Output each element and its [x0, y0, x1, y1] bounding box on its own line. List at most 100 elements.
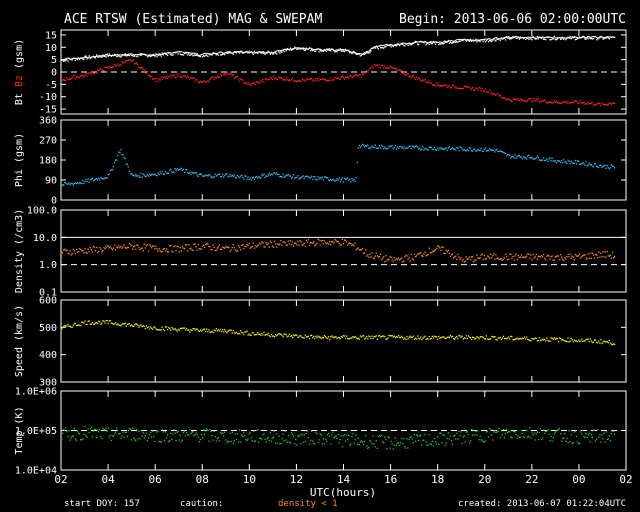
data-point: [521, 432, 524, 434]
data-point: [555, 338, 557, 340]
data-point: [169, 440, 171, 442]
data-point: [424, 433, 426, 436]
data-point: [158, 440, 160, 443]
data-point: [391, 67, 393, 69]
data-point: [130, 244, 133, 247]
data-point: [267, 174, 269, 176]
data-point: [512, 255, 514, 258]
data-point: [597, 429, 599, 431]
data-point: [243, 82, 245, 84]
data-point: [397, 335, 400, 337]
data-point: [132, 248, 134, 250]
data-point: [360, 54, 363, 56]
data-point: [91, 177, 93, 180]
data-point: [179, 168, 181, 171]
data-point: [510, 253, 512, 256]
data-point: [611, 165, 614, 167]
data-point: [587, 253, 589, 255]
data-point: [268, 173, 270, 175]
data-point: [605, 341, 607, 343]
data-point: [350, 243, 352, 245]
data-point: [142, 68, 144, 70]
data-point: [110, 169, 113, 171]
data-point: [426, 337, 428, 339]
data-point: [443, 42, 445, 44]
data-point: [66, 183, 68, 185]
data-point: [393, 146, 395, 149]
data-point: [370, 441, 372, 443]
data-point: [500, 430, 502, 432]
data-point: [273, 240, 276, 243]
data-point: [490, 149, 492, 151]
data-point: [366, 255, 368, 257]
data-point: [509, 99, 511, 101]
data-point: [262, 242, 264, 244]
data-point: [472, 86, 474, 89]
data-point: [331, 179, 333, 182]
data-point: [197, 55, 199, 57]
data-point: [552, 38, 554, 40]
data-point: [98, 177, 100, 179]
data-point: [106, 66, 108, 68]
data-point: [612, 430, 615, 432]
data-point: [508, 430, 510, 433]
data-point: [335, 336, 337, 338]
data-point: [191, 329, 193, 332]
data-point: [549, 340, 551, 342]
data-point: [380, 64, 383, 66]
data-point: [135, 323, 137, 325]
data-point: [460, 431, 462, 433]
data-point: [128, 54, 131, 57]
data-point: [165, 172, 168, 174]
data-point: [542, 159, 544, 161]
data-point: [211, 177, 213, 179]
data-point: [359, 55, 361, 57]
data-point: [590, 37, 592, 40]
data-point: [107, 322, 109, 325]
data-point: [209, 174, 211, 176]
data-point: [414, 255, 417, 258]
data-point: [180, 250, 182, 252]
data-point: [507, 431, 509, 434]
data-point: [273, 172, 276, 174]
data-point: [93, 56, 96, 59]
data-point: [189, 172, 191, 174]
data-point: [120, 437, 122, 439]
data-point: [293, 334, 295, 336]
data-point: [228, 247, 230, 249]
data-point: [282, 79, 284, 81]
data-point: [195, 328, 197, 330]
data-point: [336, 241, 338, 243]
data-point: [394, 259, 396, 261]
data-point: [319, 176, 321, 179]
data-point: [260, 80, 262, 82]
data-point: [264, 176, 266, 179]
data-point: [93, 429, 96, 431]
data-point: [542, 338, 544, 340]
data-point: [610, 103, 613, 105]
y-tick-label: 1.0: [39, 260, 57, 271]
data-point: [287, 335, 289, 337]
data-point: [320, 79, 322, 81]
data-point: [409, 436, 411, 439]
data-point: [69, 325, 71, 327]
data-point: [230, 440, 232, 443]
data-point: [481, 150, 483, 152]
data-point: [244, 175, 246, 177]
data-point: [368, 52, 370, 54]
data-point: [516, 437, 518, 439]
data-point: [411, 43, 413, 45]
data-point: [262, 434, 264, 436]
data-point: [359, 73, 361, 76]
data-point: [511, 100, 513, 103]
data-point: [271, 245, 274, 247]
data-point: [481, 87, 483, 90]
data-point: [401, 43, 403, 45]
data-point: [100, 68, 102, 70]
data-point: [272, 246, 275, 248]
data-point: [408, 256, 410, 259]
data-point: [258, 333, 260, 335]
data-point: [114, 244, 116, 246]
data-point: [209, 331, 211, 333]
